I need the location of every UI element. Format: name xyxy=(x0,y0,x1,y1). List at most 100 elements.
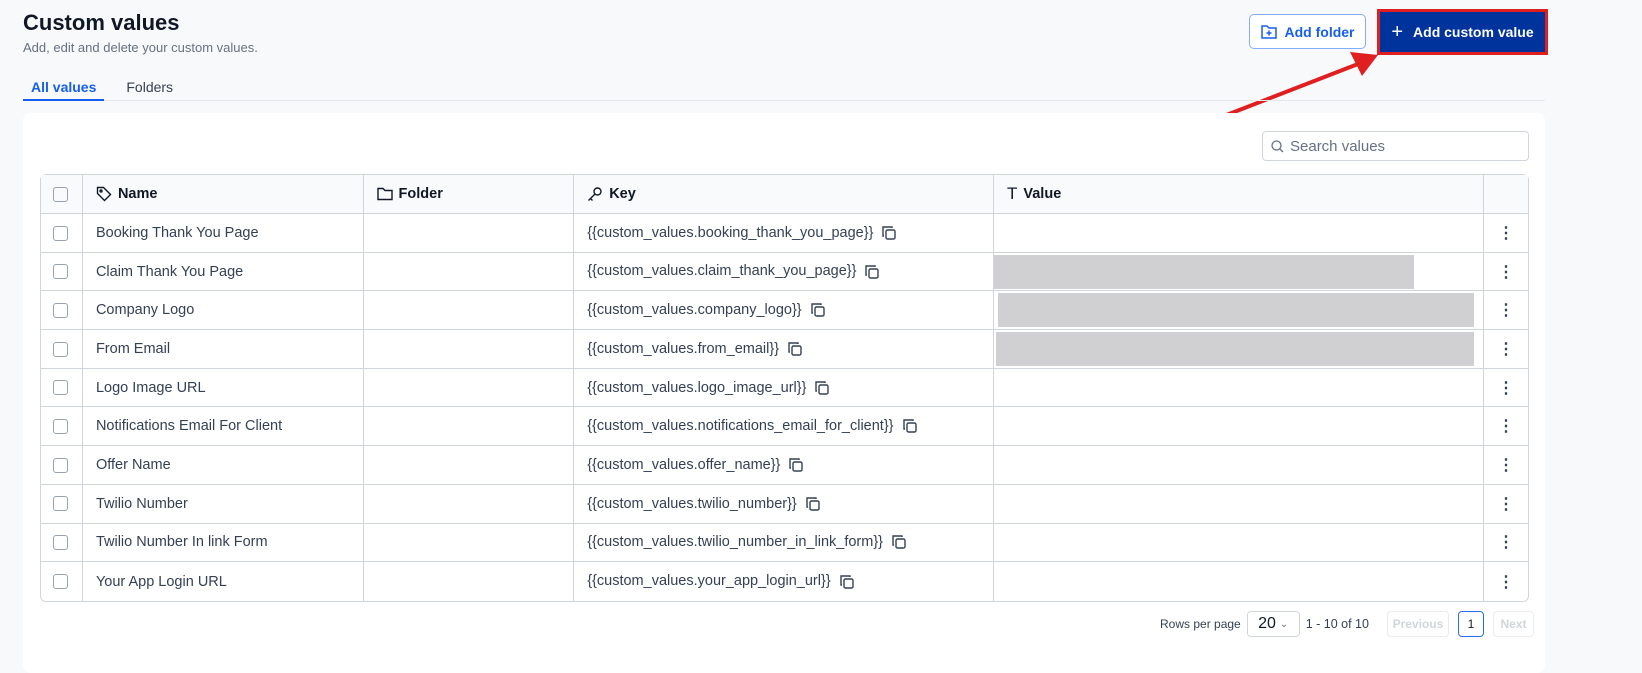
page-1-button[interactable]: 1 xyxy=(1457,611,1484,637)
tab-folders[interactable]: Folders xyxy=(126,79,174,95)
cell-name: Twilio Number In link Form xyxy=(82,523,364,563)
cell-value xyxy=(993,523,1484,563)
cell-name: Booking Thank You Page xyxy=(82,214,364,253)
cell-value xyxy=(993,214,1484,253)
cell-key: {{custom_values.notifications_email_for_… xyxy=(574,407,994,447)
row-actions-menu[interactable]: ⋮ xyxy=(1483,291,1528,331)
row-checkbox[interactable] xyxy=(53,264,68,280)
cell-key: {{custom_values.claim_thank_you_page}} xyxy=(574,252,994,292)
more-vertical-icon: ⋮ xyxy=(1497,534,1514,552)
row-actions-menu[interactable]: ⋮ xyxy=(1483,407,1528,447)
column-folder[interactable]: Folder xyxy=(398,186,443,202)
more-vertical-icon: ⋮ xyxy=(1497,418,1514,436)
table-row[interactable]: Claim Thank You Page {{custom_values.cla… xyxy=(41,252,1528,292)
copy-icon[interactable] xyxy=(891,534,907,550)
cell-name: Notifications Email For Client xyxy=(82,407,364,447)
table-row[interactable]: Offer Name {{custom_values.offer_name}} … xyxy=(41,446,1528,485)
cell-key: {{custom_values.from_email}} xyxy=(574,330,994,369)
row-checkbox[interactable] xyxy=(53,302,68,318)
cell-name: Twilio Number xyxy=(82,484,364,524)
row-checkbox[interactable] xyxy=(53,418,68,434)
table-row[interactable]: Twilio Number {{custom_values.twilio_num… xyxy=(41,484,1528,524)
cell-key: {{custom_values.booking_thank_you_page}} xyxy=(574,214,994,253)
row-checkbox[interactable] xyxy=(53,574,68,590)
row-checkbox[interactable] xyxy=(53,457,68,473)
copy-icon[interactable] xyxy=(814,380,830,396)
row-actions-menu[interactable]: ⋮ xyxy=(1483,369,1528,408)
page-subtitle: Add, edit and delete your custom values. xyxy=(23,40,258,55)
cell-key: {{custom_values.logo_image_url}} xyxy=(574,368,994,408)
cell-value xyxy=(993,330,1484,369)
table-header-row: Name Folder Key T Value xyxy=(41,175,1528,214)
cell-name: Offer Name xyxy=(82,446,364,485)
row-checkbox[interactable] xyxy=(53,341,68,357)
cell-folder xyxy=(363,368,575,408)
add-custom-value-button[interactable]: + Add custom value xyxy=(1377,9,1548,55)
copy-icon[interactable] xyxy=(881,225,897,241)
page-range: 1 - 10 of 10 xyxy=(1305,617,1369,631)
folder-icon xyxy=(376,187,393,201)
copy-icon[interactable] xyxy=(788,457,804,473)
search-box[interactable] xyxy=(1262,131,1529,161)
cell-folder xyxy=(363,252,575,292)
copy-icon[interactable] xyxy=(864,264,880,280)
previous-button[interactable]: Previous xyxy=(1386,611,1449,637)
tab-bar: All values Folders xyxy=(23,76,1545,101)
table-row[interactable]: Your App Login URL {{custom_values.your_… xyxy=(41,562,1528,601)
cell-value xyxy=(993,484,1484,524)
row-actions-menu[interactable]: ⋮ xyxy=(1484,562,1528,601)
table-row[interactable]: Booking Thank You Page {{custom_values.b… xyxy=(41,214,1528,253)
row-actions-menu[interactable]: ⋮ xyxy=(1483,524,1528,563)
search-input[interactable] xyxy=(1290,137,1510,155)
cell-folder xyxy=(363,523,575,563)
cell-folder xyxy=(363,330,575,369)
text-type-icon: T xyxy=(1006,184,1018,203)
column-key[interactable]: Key xyxy=(609,185,636,202)
next-button[interactable]: Next xyxy=(1492,611,1534,637)
redacted-value xyxy=(993,254,1414,289)
more-vertical-icon: ⋮ xyxy=(1497,495,1514,513)
cell-name: From Email xyxy=(82,330,364,369)
table-row[interactable]: Company Logo {{custom_values.company_log… xyxy=(41,291,1528,331)
row-actions-menu[interactable]: ⋮ xyxy=(1483,446,1528,485)
table-row[interactable]: Notifications Email For Client {{custom_… xyxy=(41,407,1528,447)
custom-values-table: Name Folder Key T Value Booking Thank You… xyxy=(40,174,1529,602)
cell-name: Claim Thank You Page xyxy=(82,252,364,292)
tab-all-values[interactable]: All values xyxy=(23,76,105,101)
row-actions-menu[interactable]: ⋮ xyxy=(1483,214,1528,253)
row-actions-menu[interactable]: ⋮ xyxy=(1483,330,1528,369)
rows-per-page-select[interactable]: 20 ⌄ xyxy=(1246,611,1300,637)
table-row[interactable]: From Email {{custom_values.from_email}} … xyxy=(41,330,1528,369)
row-actions-menu[interactable]: ⋮ xyxy=(1483,485,1528,524)
more-vertical-icon: ⋮ xyxy=(1497,263,1514,281)
key-text: {{custom_values.logo_image_url}} xyxy=(587,379,807,396)
cell-name: Logo Image URL xyxy=(82,368,364,408)
copy-icon[interactable] xyxy=(810,302,826,318)
more-vertical-icon: ⋮ xyxy=(1497,456,1514,474)
copy-icon[interactable] xyxy=(839,574,855,590)
cell-folder xyxy=(363,446,575,485)
chevron-down-icon: ⌄ xyxy=(1279,618,1289,630)
row-checkbox[interactable] xyxy=(53,535,68,551)
copy-icon[interactable] xyxy=(805,496,821,512)
key-text: {{custom_values.notifications_email_for_… xyxy=(587,418,894,435)
copy-icon[interactable] xyxy=(902,418,918,434)
column-name[interactable]: Name xyxy=(117,185,158,202)
rows-per-page-label: Rows per page xyxy=(1160,617,1241,631)
page-title: Custom values xyxy=(23,10,180,35)
cell-name: Your App Login URL xyxy=(83,562,364,601)
row-checkbox[interactable] xyxy=(53,496,68,512)
row-checkbox[interactable] xyxy=(53,225,68,241)
table-row[interactable]: Twilio Number In link Form {{custom_valu… xyxy=(41,523,1528,563)
row-actions-menu[interactable]: ⋮ xyxy=(1483,253,1528,292)
key-text: {{custom_values.claim_thank_you_page}} xyxy=(587,263,857,280)
row-checkbox[interactable] xyxy=(53,380,68,396)
column-value[interactable]: Value xyxy=(1023,185,1062,202)
cell-key: {{custom_values.twilio_number}} xyxy=(574,484,994,524)
more-vertical-icon: ⋮ xyxy=(1497,573,1514,591)
select-all-checkbox[interactable] xyxy=(53,186,68,202)
table-row[interactable]: Logo Image URL {{custom_values.logo_imag… xyxy=(41,368,1528,408)
copy-icon[interactable] xyxy=(787,341,803,357)
add-folder-button[interactable]: Add folder xyxy=(1249,14,1366,49)
cell-key: {{custom_values.twilio_number_in_link_fo… xyxy=(574,523,994,563)
